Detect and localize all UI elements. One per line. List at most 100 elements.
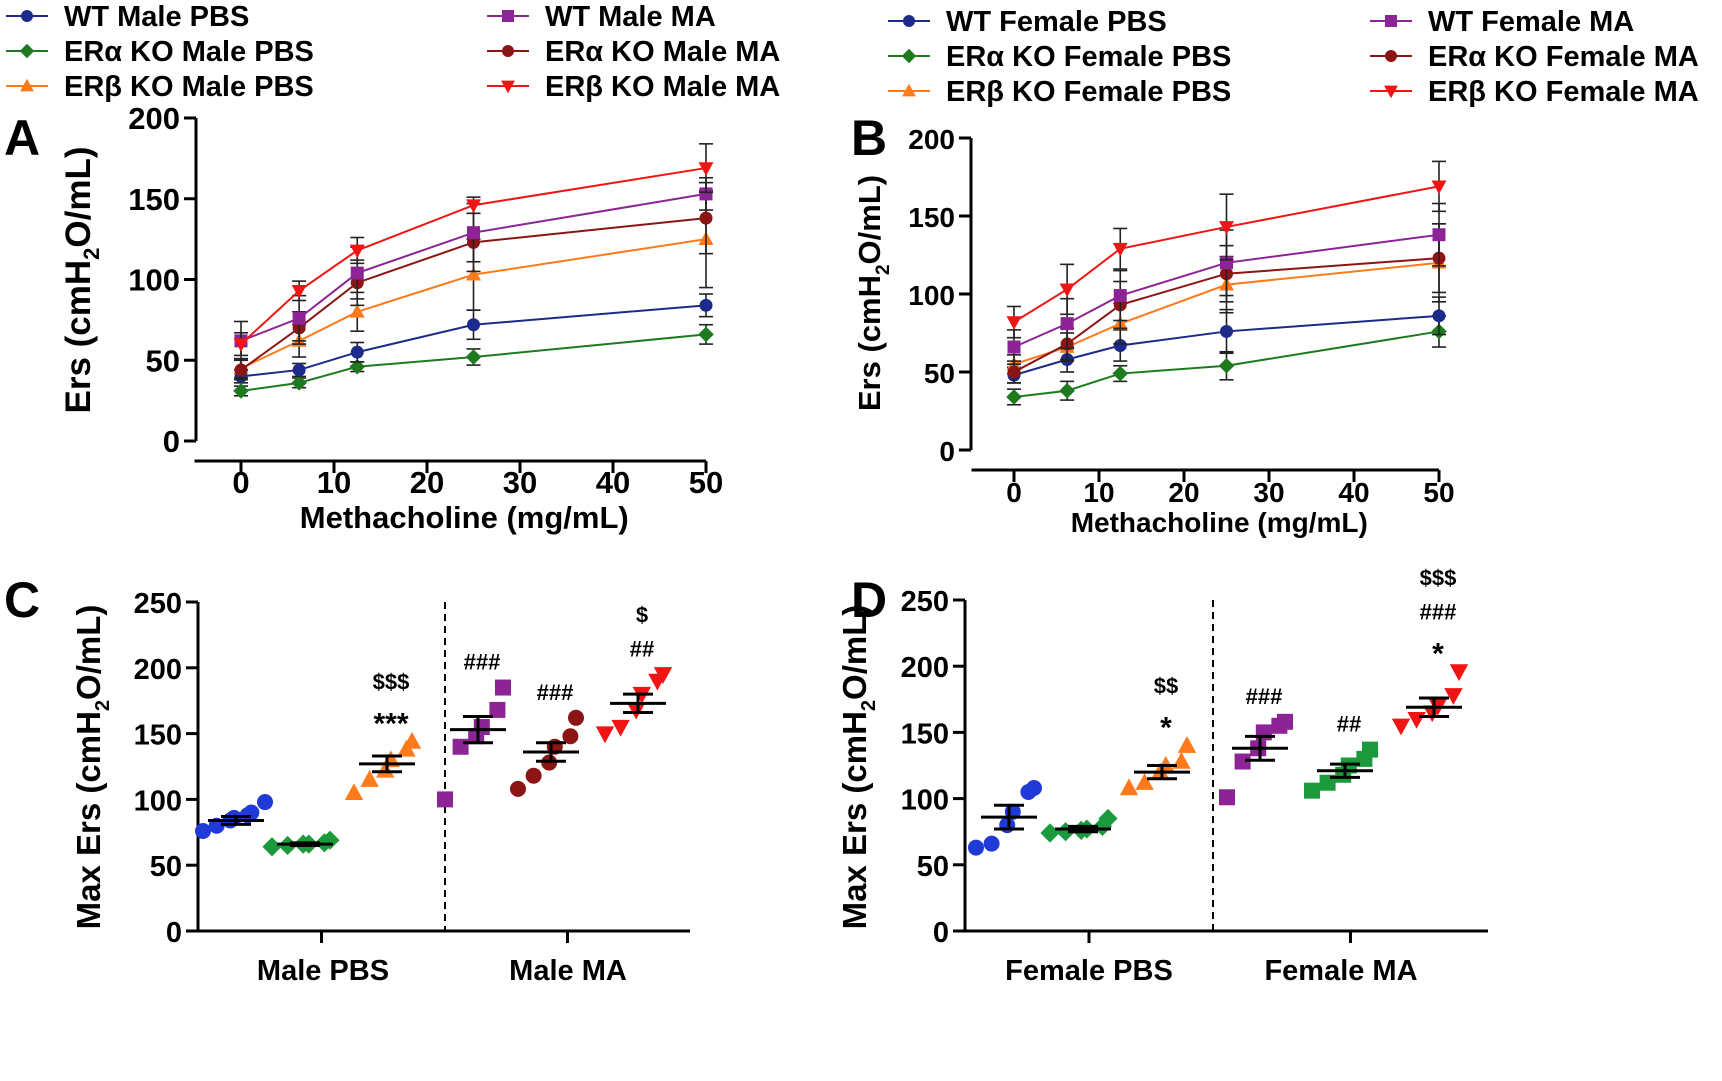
data-point — [1431, 180, 1447, 195]
data-point — [1432, 309, 1446, 323]
y-title-part: O/mL) — [852, 175, 887, 265]
group-era_pbs — [1040, 808, 1118, 843]
data-point — [1391, 718, 1411, 736]
data-point — [1277, 713, 1293, 730]
data-point — [376, 760, 395, 778]
legend-label: ERβ KO Male MA — [545, 71, 780, 103]
series-erb_ma — [1006, 160, 1447, 339]
y-axis-title: Max Ers (cmH2O/mL) — [70, 605, 114, 930]
data-point — [1449, 664, 1469, 682]
y-tick-label: 200 — [134, 654, 182, 686]
data-point — [495, 679, 511, 696]
data-point — [611, 719, 630, 737]
panel-letter-c: C — [4, 572, 40, 628]
y-axis-title: Ers (cmH2O/mL) — [59, 146, 104, 413]
group-erb_ma: $$$ ### * — [1391, 565, 1469, 736]
y-tick-label: 0 — [939, 436, 955, 467]
legend-marker — [502, 10, 514, 22]
group-erb_pbs: $$ * — [1119, 674, 1197, 796]
y-tick-label: 250 — [134, 588, 182, 620]
y-title-part: O/mL) — [70, 605, 107, 700]
data-point — [699, 211, 713, 225]
legend-entry-wt_pbs-female: WT Female PBS — [888, 6, 1167, 38]
data-point — [562, 728, 579, 745]
group-era_pbs — [262, 830, 340, 857]
group-erb_pbs: $$$ *** — [344, 669, 422, 801]
y-tick-label: 200 — [901, 652, 949, 684]
data-point — [467, 318, 480, 332]
y-axis-title: Max Ers (cmH2O/mL) — [836, 605, 880, 930]
y-axis-title: Ers (cmH2O/mL) — [852, 175, 894, 411]
y-tick-label: 200 — [908, 124, 955, 155]
data-point — [349, 358, 366, 375]
significance-mark: ### — [537, 680, 574, 705]
panel-b-chart: 0 50 100 150 200 0 10 20 30 40 50 Methacholine (mg/… — [852, 124, 1455, 538]
legend-marker — [502, 45, 514, 57]
data-point — [195, 822, 211, 839]
data-point — [257, 794, 273, 811]
panel-letter-d: D — [851, 572, 887, 628]
significance-mark: $$ — [1154, 674, 1178, 699]
group-label: Male PBS — [257, 955, 389, 987]
panel-d-chart: 0 50 100 150 200 250 Female PBS Female MA Max Er… — [836, 565, 1488, 987]
group-label: Female PBS — [1005, 955, 1173, 987]
legend-entry-era_pbs-male: ERα KO Male PBS — [6, 36, 314, 68]
significance-mark: $$$ — [1420, 565, 1457, 590]
x-axis-title: Methacholine (mg/mL) — [1071, 507, 1368, 538]
data-point — [466, 266, 481, 281]
legend-marker — [20, 78, 34, 92]
x-tick-label: 30 — [1253, 477, 1284, 508]
legend-marker — [1385, 50, 1397, 62]
x-tick-label: 50 — [1423, 477, 1454, 508]
data-point — [234, 363, 248, 377]
group-wt_pbs — [968, 780, 1042, 856]
legend-entry-erb_pbs-male: ERβ KO Male PBS — [6, 71, 314, 103]
y-title-part: O/mL) — [59, 146, 98, 247]
data-point — [291, 375, 307, 391]
data-point — [1007, 365, 1021, 379]
group-wt_ma: ### — [1219, 684, 1293, 806]
panel-letter-a: A — [4, 110, 40, 166]
data-point — [510, 780, 526, 797]
data-point — [698, 326, 714, 343]
group-wt_ma: ### — [437, 650, 511, 808]
y-tick-label: 50 — [917, 851, 949, 883]
legend-label: WT Male MA — [545, 1, 716, 33]
legend-label: ERα KO Male PBS — [64, 36, 314, 68]
legend-label: WT Male PBS — [64, 1, 249, 33]
data-point — [1255, 724, 1272, 741]
y-tick-label: 200 — [128, 101, 180, 136]
legend-label: ERβ KO Male PBS — [64, 71, 314, 103]
data-point — [968, 839, 984, 856]
group-label: Female MA — [1264, 955, 1417, 987]
data-point — [698, 162, 714, 176]
data-point — [1218, 357, 1235, 374]
data-point — [344, 783, 364, 801]
x-tick-label: 0 — [1006, 477, 1022, 508]
y-title-part: Max Ers (cmH — [836, 711, 873, 929]
data-point — [1220, 324, 1233, 338]
data-point — [349, 244, 365, 259]
data-point — [292, 363, 306, 377]
x-tick-label: 30 — [503, 465, 537, 500]
x-axis-title: Methacholine (mg/mL) — [300, 500, 629, 535]
significance-mark: *** — [373, 707, 408, 740]
legend-label: ERα KO Male MA — [545, 36, 780, 68]
data-point — [437, 791, 453, 808]
data-point — [1135, 773, 1154, 790]
data-point — [1060, 317, 1074, 331]
y-tick-label: 150 — [901, 718, 949, 750]
data-point — [233, 338, 249, 352]
data-point — [1098, 808, 1118, 829]
x-tick-label: 0 — [232, 465, 249, 500]
data-point — [291, 284, 307, 299]
legend-entry-wt_ma-male: WT Male MA — [487, 1, 716, 33]
data-point — [983, 835, 1000, 852]
series-erb_ma — [233, 143, 714, 357]
group-era_ma: ## — [1304, 712, 1378, 799]
legend-label: ERβ KO Female MA — [1428, 76, 1699, 108]
legend-label: ERα KO Female PBS — [946, 41, 1231, 73]
data-point — [1219, 789, 1235, 806]
x-tick-label: 50 — [689, 465, 723, 500]
y-title-sub: 2 — [79, 248, 104, 260]
